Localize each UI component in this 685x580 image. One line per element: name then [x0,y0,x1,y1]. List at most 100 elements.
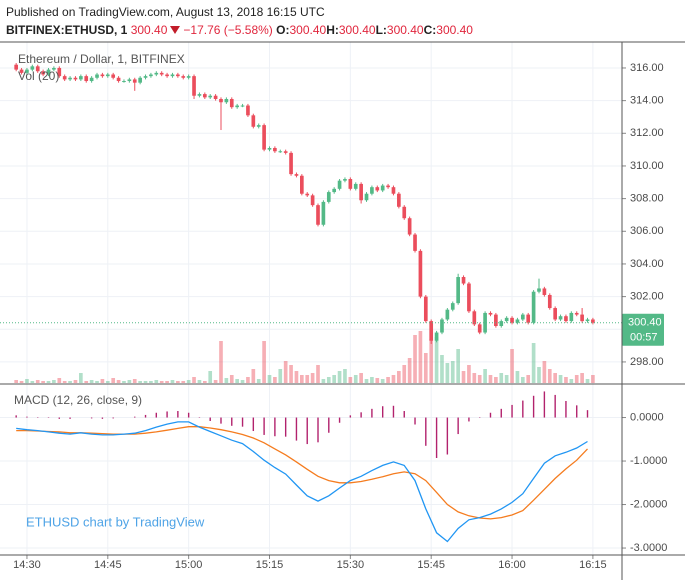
y-tick-label: 314.00 [630,95,664,107]
y-tick-label: 298.00 [630,356,664,368]
volume-bar [143,381,148,383]
candle-body [294,174,299,176]
volume-bar [542,361,547,383]
ohlc-value: 300.40 [289,23,327,37]
candle-body [477,324,482,333]
volume-bar [267,375,272,383]
volume-bar [202,381,207,383]
volume-bar [402,365,407,383]
volume-bar [375,378,380,383]
volume-bar [219,341,223,383]
candle-body [176,74,180,77]
volume-bar [159,381,164,383]
candle-body [585,319,590,322]
volume-bar [526,375,531,383]
candle-body [165,74,169,77]
candle-body [553,308,557,320]
volume-bar [445,363,450,383]
y-tick-label: 306.00 [630,225,664,237]
volume-bar [585,379,590,383]
volume-bar [547,369,552,383]
volume-bar [515,371,520,383]
pane-title: Ethereum / Dollar, 1, BITFINEX [18,52,185,66]
volume-bar [391,375,396,383]
candle-body [343,179,347,181]
last-price-label: 300.40 [628,317,662,329]
volume-bar [326,377,331,383]
candle-body [520,314,525,320]
volume-bar [510,349,514,383]
candle-body [138,77,142,83]
volume-bar [240,380,245,383]
candle-body [84,76,89,82]
candle-body [391,187,396,194]
volume-bar [57,378,62,383]
candle-body [380,185,385,191]
candle-body [445,309,450,320]
volume-bar [25,379,29,383]
published-line: Published on TradingView.com, August 13,… [6,3,473,21]
volume-bar [84,381,89,383]
candle-body [515,319,520,323]
candle-body [240,105,245,107]
candle-body [251,115,256,127]
candle-body [418,250,423,297]
candle-body [213,95,218,99]
volume-bar [116,380,121,383]
candle-body [73,77,78,80]
candle-body [537,288,541,292]
candle-body [542,288,547,295]
volume-bar [95,381,99,383]
candle-body [580,314,584,322]
volume-bar [413,335,417,383]
candle-body [57,67,62,77]
candle-body [235,105,239,108]
volume-bar [504,375,509,383]
volume-bar [477,375,482,383]
candle-body [262,125,266,150]
y-tick-label: 0.0000 [630,411,664,423]
candle-body [35,66,40,72]
macd-line [16,421,588,543]
chart-bg [0,42,685,580]
x-tick-label: 15:15 [256,559,284,571]
volume-bar [499,373,504,383]
candle-body [127,79,132,82]
candle-body [170,74,175,77]
x-tick-label: 15:30 [337,559,365,571]
candle-body [246,105,250,116]
volume-bar [553,373,557,383]
volume-bar [467,365,471,383]
ohlc-value: 300.40 [436,23,473,37]
volume-bar [305,375,310,383]
volume-bar [316,365,320,383]
candle-body [359,183,363,201]
down-arrow [170,26,181,34]
x-tick-label: 16:00 [498,559,526,571]
x-tick-label: 15:45 [417,559,445,571]
volume-bar [574,375,579,383]
y-tick-label: -1.0000 [630,455,667,467]
candle-body [348,179,353,189]
candle-body [531,291,536,323]
candle-body [375,187,380,191]
ohlc-value: 300.40 [386,23,424,37]
header: Published on TradingView.com, August 13,… [6,3,473,39]
candle-body [499,321,504,327]
candle-body [278,151,283,153]
candle-body [68,77,72,80]
candle-body [413,234,417,251]
volume-bar [68,381,72,383]
volume-bar [364,379,369,383]
volume-bar [35,380,40,383]
volume-bar [186,380,191,383]
volume-bar [423,353,428,383]
candle-body [488,312,493,315]
candle-body [461,277,466,284]
candle-body [267,147,272,150]
candle-body [326,192,331,202]
candle-body [386,185,390,188]
volume-bar [520,377,525,383]
volume-bar [483,369,487,383]
volume-bar [418,331,423,383]
